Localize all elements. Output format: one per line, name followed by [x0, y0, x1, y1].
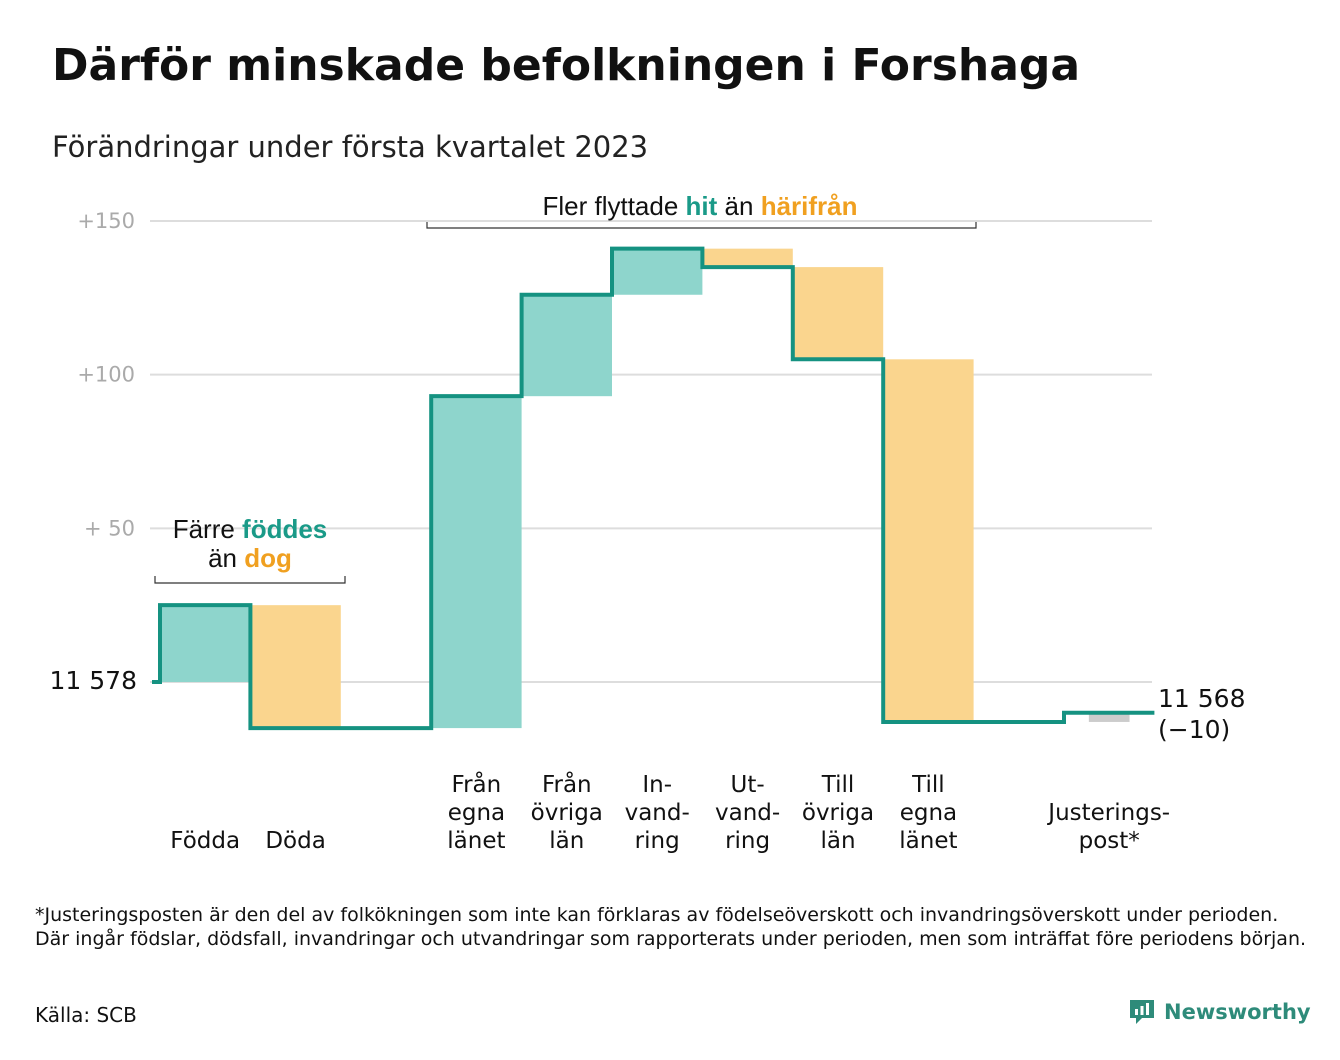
category-label: post*: [1079, 828, 1140, 854]
category-label: Ut-: [731, 772, 765, 798]
annotation-births-line2: än dog: [208, 543, 292, 573]
bar: [702, 248, 793, 268]
start-value-label: 11 578: [50, 666, 137, 695]
bar: [521, 294, 612, 397]
bar: [431, 396, 522, 729]
category-label: In-: [642, 772, 672, 798]
brand-logo: Newsworthy: [1128, 998, 1311, 1026]
end-value-label: 11 568: [1158, 684, 1245, 713]
category-label: Till: [821, 772, 855, 798]
category-label: egna: [448, 800, 505, 826]
chart-subtitle: Förändringar under första kvartalet 2023: [52, 130, 649, 164]
category-label: länet: [899, 828, 957, 854]
newsworthy-logo-icon: [1130, 1000, 1154, 1024]
category-label: Döda: [265, 828, 325, 854]
end-change-label: (−10): [1158, 715, 1230, 744]
y-tick-label: +150: [77, 209, 135, 233]
annotation-births-line1: Färre föddes: [173, 514, 328, 544]
category-label: Till: [911, 772, 945, 798]
category-label: ring: [725, 828, 770, 854]
category-label: län: [820, 828, 855, 854]
waterfall-chart: +150 +100 + 50 11 578 11 568(−10) Födda Döda Fr…: [50, 191, 1246, 854]
chart-title: Därför minskade befolkningen i Forshaga: [52, 40, 1081, 91]
category-label: Justerings-: [1046, 800, 1170, 826]
bar: [883, 359, 974, 722]
category-label: län: [549, 828, 584, 854]
annotation-births-bracket: [154, 576, 346, 584]
bar: [1088, 712, 1130, 722]
category-label: vand-: [625, 800, 690, 826]
y-tick-label: +100: [77, 363, 135, 387]
series-line: [152, 246, 1155, 731]
footnote: *Justeringsposten är den del av folkökni…: [35, 904, 1307, 950]
bar: [612, 248, 703, 295]
category-label: Födda: [170, 828, 240, 854]
category-label: länet: [447, 828, 505, 854]
brand-name: Newsworthy: [1164, 1000, 1311, 1024]
category-label: Från: [542, 770, 592, 798]
y-tick-label: + 50: [84, 516, 135, 540]
annotation-moves-bracket: [426, 222, 977, 229]
source-label: Källa: SCB: [35, 1003, 137, 1027]
bar: [792, 267, 884, 360]
category-label: vand-: [715, 800, 780, 826]
category-label: Från: [452, 770, 502, 798]
category-label: egna: [900, 800, 957, 826]
bar: [250, 605, 341, 729]
category-label: övriga: [531, 800, 603, 826]
annotation-moves: Fler flyttade hit än härifrån: [542, 191, 857, 221]
category-label: ring: [635, 828, 680, 854]
category-label: övriga: [802, 800, 874, 826]
bar: [160, 605, 251, 682]
